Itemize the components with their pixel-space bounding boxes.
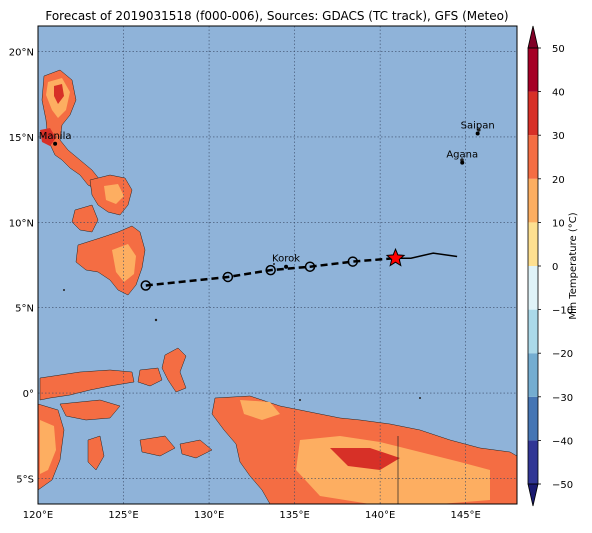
colorbar-tick-label: 30 xyxy=(552,131,565,142)
forecast-point-marker xyxy=(304,261,316,272)
forecast-point-marker xyxy=(265,264,276,276)
lon-tick-label: 125°E xyxy=(108,510,138,521)
map-panel: Manila Saipan Agana Korok xyxy=(37,25,518,505)
lat-tick-label: 5°S xyxy=(16,474,34,485)
colorbar-label: Min Temperature (°C) xyxy=(568,212,579,319)
city-label: Korok xyxy=(272,254,300,265)
colorbar-tick-label: −20 xyxy=(552,349,573,360)
colorbar-segment xyxy=(528,353,538,397)
figure-title: Forecast of 2019031518 (f000-006), Sourc… xyxy=(45,9,508,23)
colorbar-tick-label: 20 xyxy=(552,175,565,186)
city-label: Saipan xyxy=(461,121,495,132)
lat-tick-label: 0° xyxy=(23,389,34,400)
colorbar-segment xyxy=(528,91,538,136)
land-philippines xyxy=(40,69,146,296)
map-frame xyxy=(37,25,518,505)
lat-tick-label: 15°N xyxy=(9,133,34,144)
colorbar-segment xyxy=(528,48,538,92)
cyclone-track xyxy=(140,247,458,291)
current-position-star-icon xyxy=(385,247,406,267)
colorbar-tick-label: −10 xyxy=(552,306,573,317)
forecast-point-marker xyxy=(140,280,152,291)
city-marker xyxy=(460,160,465,165)
lat-tick-label: 10°N xyxy=(9,218,34,229)
colorbar-segment xyxy=(528,309,538,354)
lon-tick-label: 145°E xyxy=(450,510,480,521)
colorbar-extend-bottom xyxy=(527,483,539,507)
city-labels: Manila Saipan Agana Korok xyxy=(39,121,495,269)
colorbar-segment xyxy=(528,266,538,310)
colorbar-tick-label: −50 xyxy=(552,480,573,491)
land-layer xyxy=(38,69,517,504)
forecast-point-marker xyxy=(222,271,234,283)
lon-tick-label: 130°E xyxy=(194,510,224,521)
city-label: Manila xyxy=(39,131,72,142)
forecast-track-line xyxy=(145,256,396,287)
lon-tick-label: 140°E xyxy=(365,510,395,521)
forecast-point-marker xyxy=(347,256,359,267)
colorbar: 50 40 30 20 10 0 −10 −20 −30 −40 −50 Min Temperatur… xyxy=(527,25,579,507)
colorbar-segment xyxy=(528,440,538,484)
lat-tick-label: 20°N xyxy=(9,48,34,59)
city-marker xyxy=(284,264,289,269)
colorbar-tick-label: 10 xyxy=(552,218,565,229)
lon-tick-label: 120°E xyxy=(23,510,53,521)
colorbar-segment xyxy=(528,222,538,266)
land-new-guinea xyxy=(211,395,517,504)
lon-tick-label: 135°E xyxy=(279,510,309,521)
colorbar-segment xyxy=(528,178,538,223)
colorbar-tick-label: −40 xyxy=(552,436,573,447)
colorbar-tick-label: 40 xyxy=(552,88,565,99)
colorbar-segment xyxy=(528,135,538,179)
lat-tick-label: 5°N xyxy=(15,304,34,315)
colorbar-tick-label: −30 xyxy=(552,393,573,404)
latitude-tick-labels: 20°N 15°N 10°N 5°N 0° 5°S xyxy=(9,48,34,486)
land-indonesia-north xyxy=(38,347,281,491)
map-gridlines xyxy=(38,26,517,504)
longitude-tick-labels: 120°E 125°E 130°E 135°E 140°E 145°E xyxy=(23,510,481,521)
colorbar-segment xyxy=(528,396,538,441)
colorbar-tick-label: 50 xyxy=(552,44,565,55)
city-marker xyxy=(475,131,480,136)
colorbar-tick-label: 0 xyxy=(552,262,558,273)
city-marker xyxy=(53,141,58,146)
colorbar-extend-top xyxy=(527,25,539,49)
city-label: Agana xyxy=(446,150,478,161)
past-track-line xyxy=(395,252,458,259)
